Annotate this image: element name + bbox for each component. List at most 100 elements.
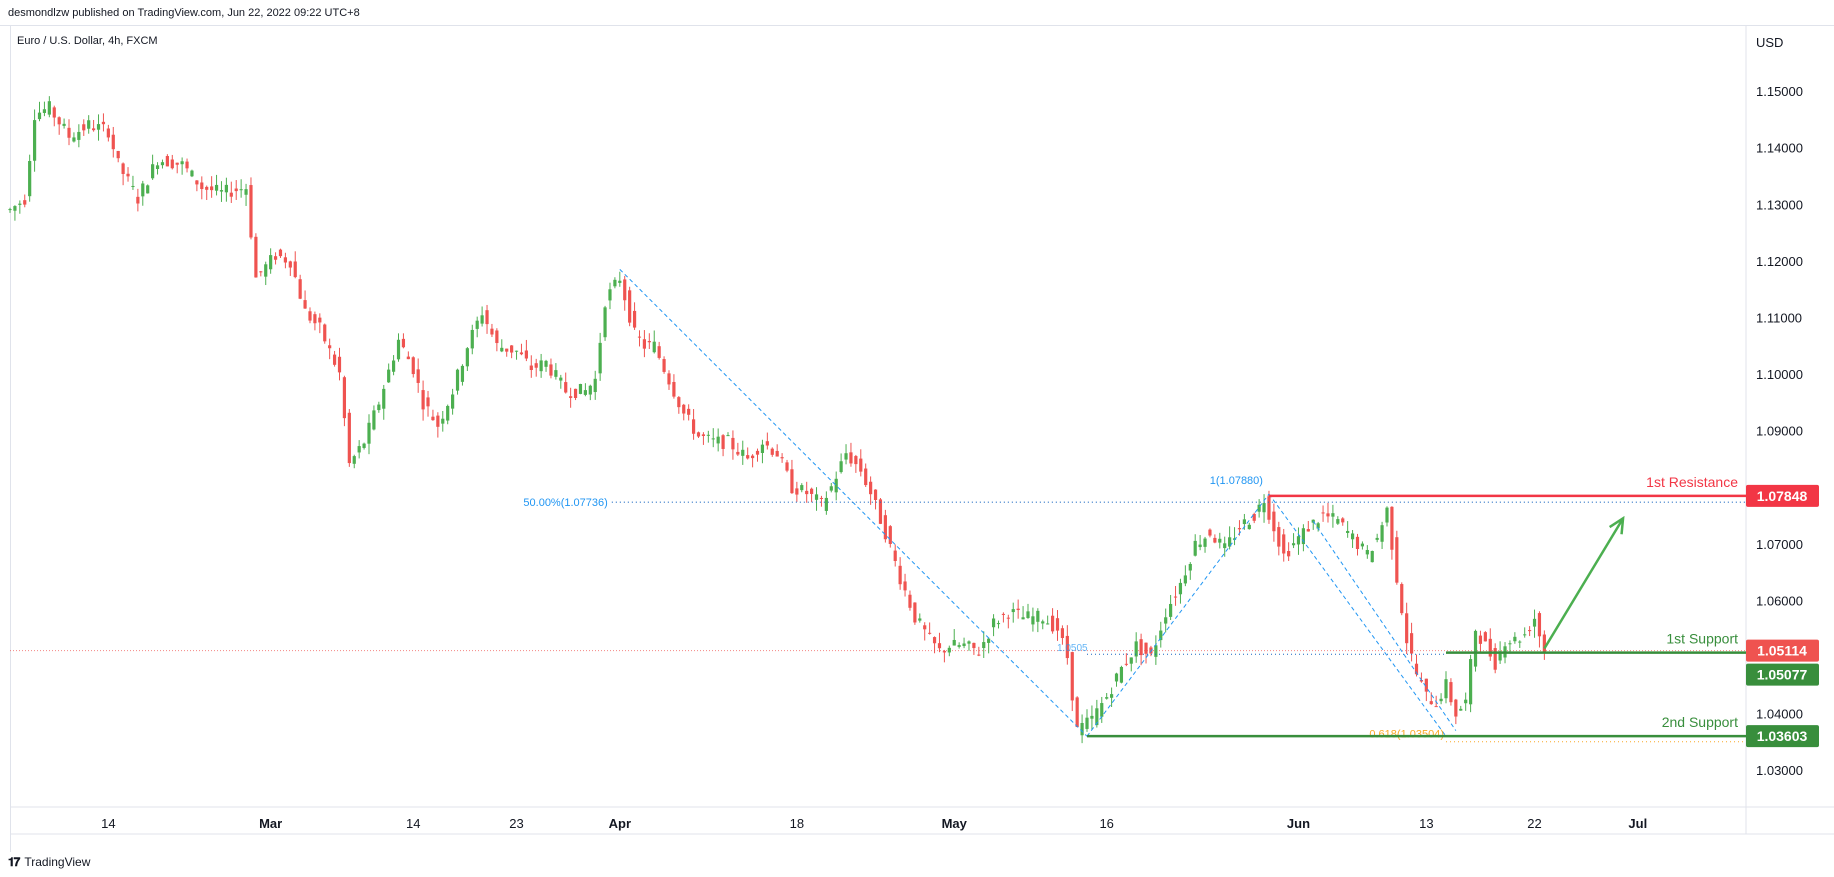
candle-body <box>391 360 396 372</box>
candle-body <box>573 388 578 398</box>
candle-body <box>136 196 140 204</box>
candle-body <box>342 377 347 419</box>
candle-body <box>667 373 671 385</box>
x-tick-label: Mar <box>259 816 282 831</box>
candle-body <box>254 236 258 278</box>
candle-body <box>1134 641 1138 657</box>
candle-body <box>632 310 637 328</box>
candle-body <box>883 515 887 540</box>
x-tick-label: 14 <box>101 816 115 831</box>
candle-body <box>637 336 642 338</box>
candle-body <box>1188 563 1192 571</box>
candle-body <box>1355 536 1360 550</box>
candle-body <box>829 486 833 491</box>
x-tick-label: Jun <box>1287 816 1310 831</box>
candle-body <box>1159 630 1163 641</box>
candle-body <box>810 488 814 494</box>
candle-body <box>1223 543 1227 549</box>
candle-body <box>264 264 268 277</box>
candle-body <box>180 161 184 165</box>
candle-body <box>1070 652 1074 701</box>
candle-body <box>141 183 145 197</box>
candle-body <box>1046 623 1050 625</box>
y-tick-label: 1.04000 <box>1756 707 1803 722</box>
candle-body <box>824 497 828 511</box>
candle-body <box>942 651 946 653</box>
candle-body <box>377 404 381 411</box>
support1-price-badge-text: 1.05077 <box>1757 667 1808 683</box>
candle-body <box>219 190 224 192</box>
candle-body <box>1380 525 1384 542</box>
candle-body <box>18 203 22 205</box>
candle-body <box>155 165 160 169</box>
candle-body <box>52 107 56 118</box>
candle-body <box>814 494 819 500</box>
candle-body <box>239 189 243 191</box>
candle-body <box>583 390 587 395</box>
candle-body <box>116 150 120 159</box>
candle-body <box>1528 630 1532 632</box>
x-tick-label: May <box>942 816 968 831</box>
candle-body <box>278 249 283 257</box>
candle-body <box>298 279 302 299</box>
candle-body <box>873 489 878 500</box>
candle-body <box>490 328 494 335</box>
resistance-price-badge <box>1746 484 1819 507</box>
candle-body <box>1326 513 1330 517</box>
candle-body <box>1478 635 1483 644</box>
candle-body <box>224 184 228 193</box>
candle-body <box>800 485 804 491</box>
candle-body <box>1454 699 1458 717</box>
candle-body <box>185 161 189 169</box>
candle-body <box>578 383 583 394</box>
candle-body <box>1016 608 1020 611</box>
candle-body <box>87 120 91 129</box>
candle-body <box>1473 630 1478 667</box>
candle-body <box>805 490 809 495</box>
footer[interactable]: 𝟏𝟕 TradingView <box>8 852 90 872</box>
candle-body <box>623 279 627 301</box>
candle-body <box>313 314 317 324</box>
candle-body <box>1360 543 1365 547</box>
candle-body <box>352 456 356 464</box>
candle-body <box>131 185 135 187</box>
candle-body <box>332 354 337 365</box>
candle-body <box>716 436 720 444</box>
candle-body <box>1444 679 1448 699</box>
candle-body <box>987 638 991 643</box>
candle-body <box>687 408 691 415</box>
candle-body <box>1105 697 1109 699</box>
candle-body <box>28 161 32 197</box>
candle-body <box>288 261 292 268</box>
candle-body <box>1498 651 1502 661</box>
candle-body <box>564 382 568 393</box>
candle-body <box>210 186 214 191</box>
candle-body <box>111 134 115 150</box>
candle-body <box>1336 519 1340 524</box>
fib-50-label: 50.00%(1.07736) <box>523 497 607 509</box>
candle-body <box>1287 551 1291 557</box>
candle-body <box>839 461 843 473</box>
candle-body <box>416 369 420 383</box>
candle-body <box>603 307 607 338</box>
candle-body <box>785 462 789 471</box>
candles <box>8 96 1546 744</box>
candle-body <box>1523 634 1527 636</box>
candle-body <box>746 455 750 459</box>
candle-body <box>519 352 524 355</box>
candle-body <box>1301 528 1305 545</box>
candle-body <box>755 450 760 455</box>
candle-body <box>244 189 248 195</box>
candle-body <box>1026 611 1030 618</box>
fib-0618-label: 0.618(1.03504) <box>1369 729 1444 741</box>
candle-body <box>647 341 651 343</box>
candle-body <box>505 348 509 352</box>
candle-body <box>1213 537 1217 543</box>
candle-body <box>859 458 863 472</box>
candle-body <box>460 365 465 382</box>
candle-body <box>1277 527 1281 547</box>
candle-body <box>539 360 543 372</box>
y-tick-label: 1.13000 <box>1756 197 1803 212</box>
candle-body <box>869 481 873 495</box>
